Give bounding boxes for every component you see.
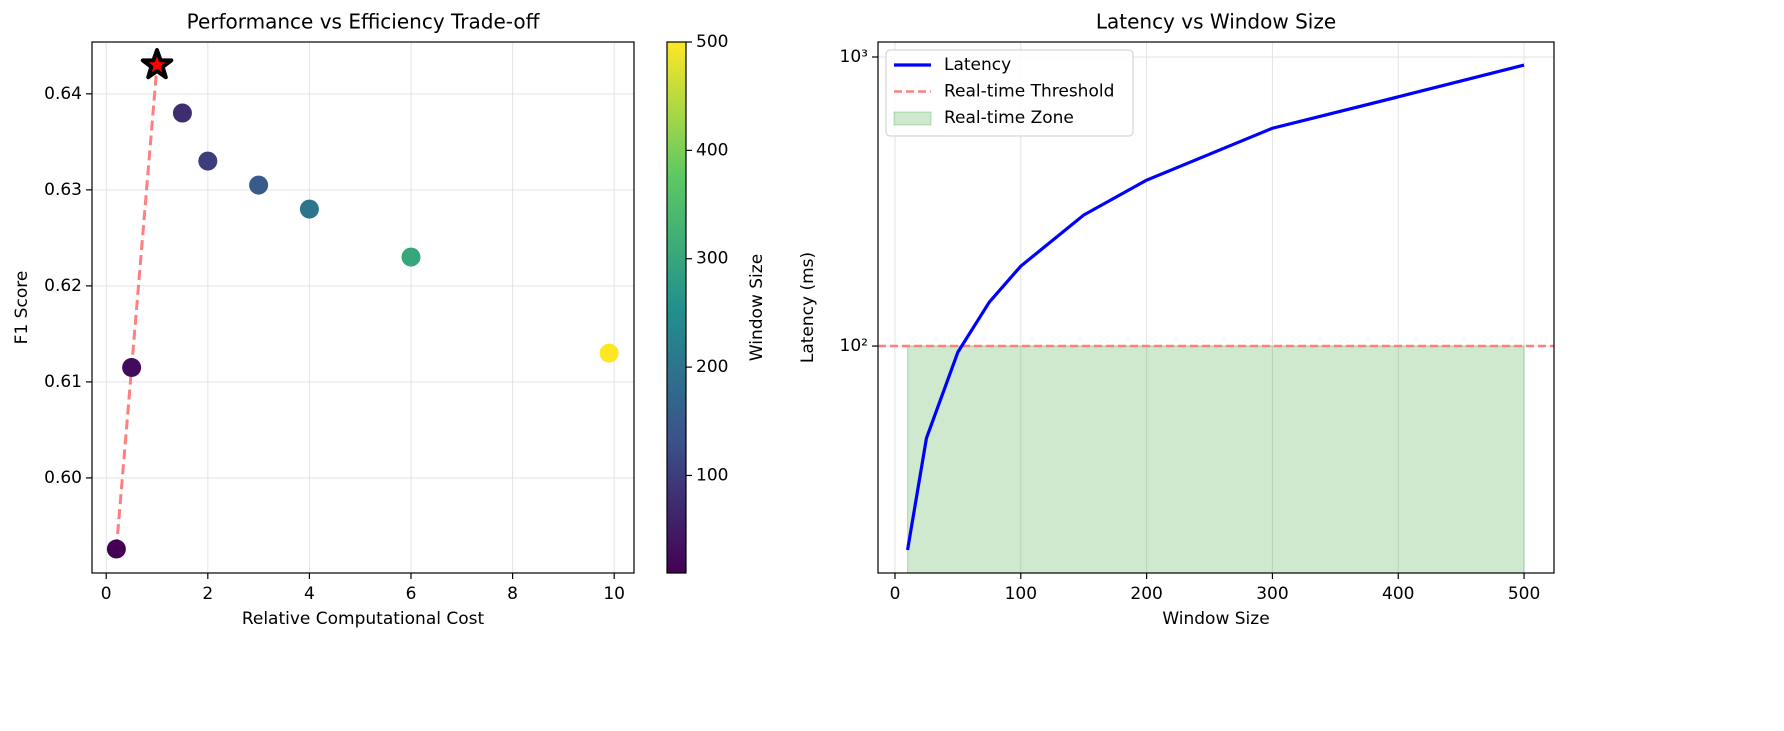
real-time-zone <box>907 345 1525 574</box>
colorbar-tick-label: 200 <box>696 357 728 377</box>
y-tick-label: 0.60 <box>44 468 82 488</box>
chart-title: Performance vs Efficiency Trade-off <box>187 10 541 34</box>
x-axis-label: Window Size <box>1162 609 1269 629</box>
point <box>299 199 319 219</box>
x-tick-label: 6 <box>406 584 417 604</box>
y-tick-label: 0.62 <box>44 276 82 296</box>
y-tick-label: 0.63 <box>44 180 82 200</box>
frontier-line <box>114 64 159 550</box>
point <box>122 358 142 378</box>
x-tick-label: 0 <box>890 584 901 604</box>
point <box>249 175 269 195</box>
y-tick-label: 0.64 <box>44 84 82 104</box>
x-tick-label: 4 <box>304 584 315 604</box>
colorbar <box>666 41 687 574</box>
chart-title: Latency vs Window Size <box>1096 10 1336 34</box>
point <box>599 343 619 363</box>
best-point <box>140 48 174 80</box>
colorbar-tick-label: 100 <box>696 465 728 485</box>
legend-box <box>885 49 1134 137</box>
legend-label: Real-time Zone <box>944 108 1074 128</box>
x-tick-label: 500 <box>1508 584 1540 604</box>
x-tick-label: 100 <box>1005 584 1037 604</box>
plot-frame <box>91 41 635 574</box>
colorbar-label: Window Size <box>747 254 767 361</box>
legend-label: Latency <box>944 55 1011 75</box>
point <box>401 247 421 267</box>
colorbar-tick-label: 400 <box>696 140 728 160</box>
point <box>198 151 218 171</box>
x-tick-label: 300 <box>1256 584 1288 604</box>
x-axis-label: Relative Computational Cost <box>242 609 485 629</box>
latency-line <box>905 63 1525 551</box>
y-axis-label: Latency (ms) <box>798 252 818 363</box>
legend-swatch <box>893 111 932 126</box>
x-tick-label: 2 <box>202 584 213 604</box>
point <box>172 103 192 123</box>
point <box>106 539 126 559</box>
y-tick-label: 0.61 <box>44 372 82 392</box>
y-tick-label: 10³ <box>840 47 868 67</box>
x-tick-label: 8 <box>507 584 518 604</box>
plot-frame <box>877 41 1555 574</box>
x-tick-label: 0 <box>101 584 112 604</box>
x-tick-label: 400 <box>1382 584 1414 604</box>
colorbar-tick-label: 500 <box>696 32 728 52</box>
legend-label: Real-time Threshold <box>944 82 1114 102</box>
y-axis-label: F1 Score <box>12 271 32 345</box>
colorbar-tick-label: 300 <box>696 249 728 269</box>
x-tick-label: 10 <box>603 584 625 604</box>
y-tick-label: 10² <box>840 336 868 356</box>
x-tick-label: 200 <box>1130 584 1162 604</box>
